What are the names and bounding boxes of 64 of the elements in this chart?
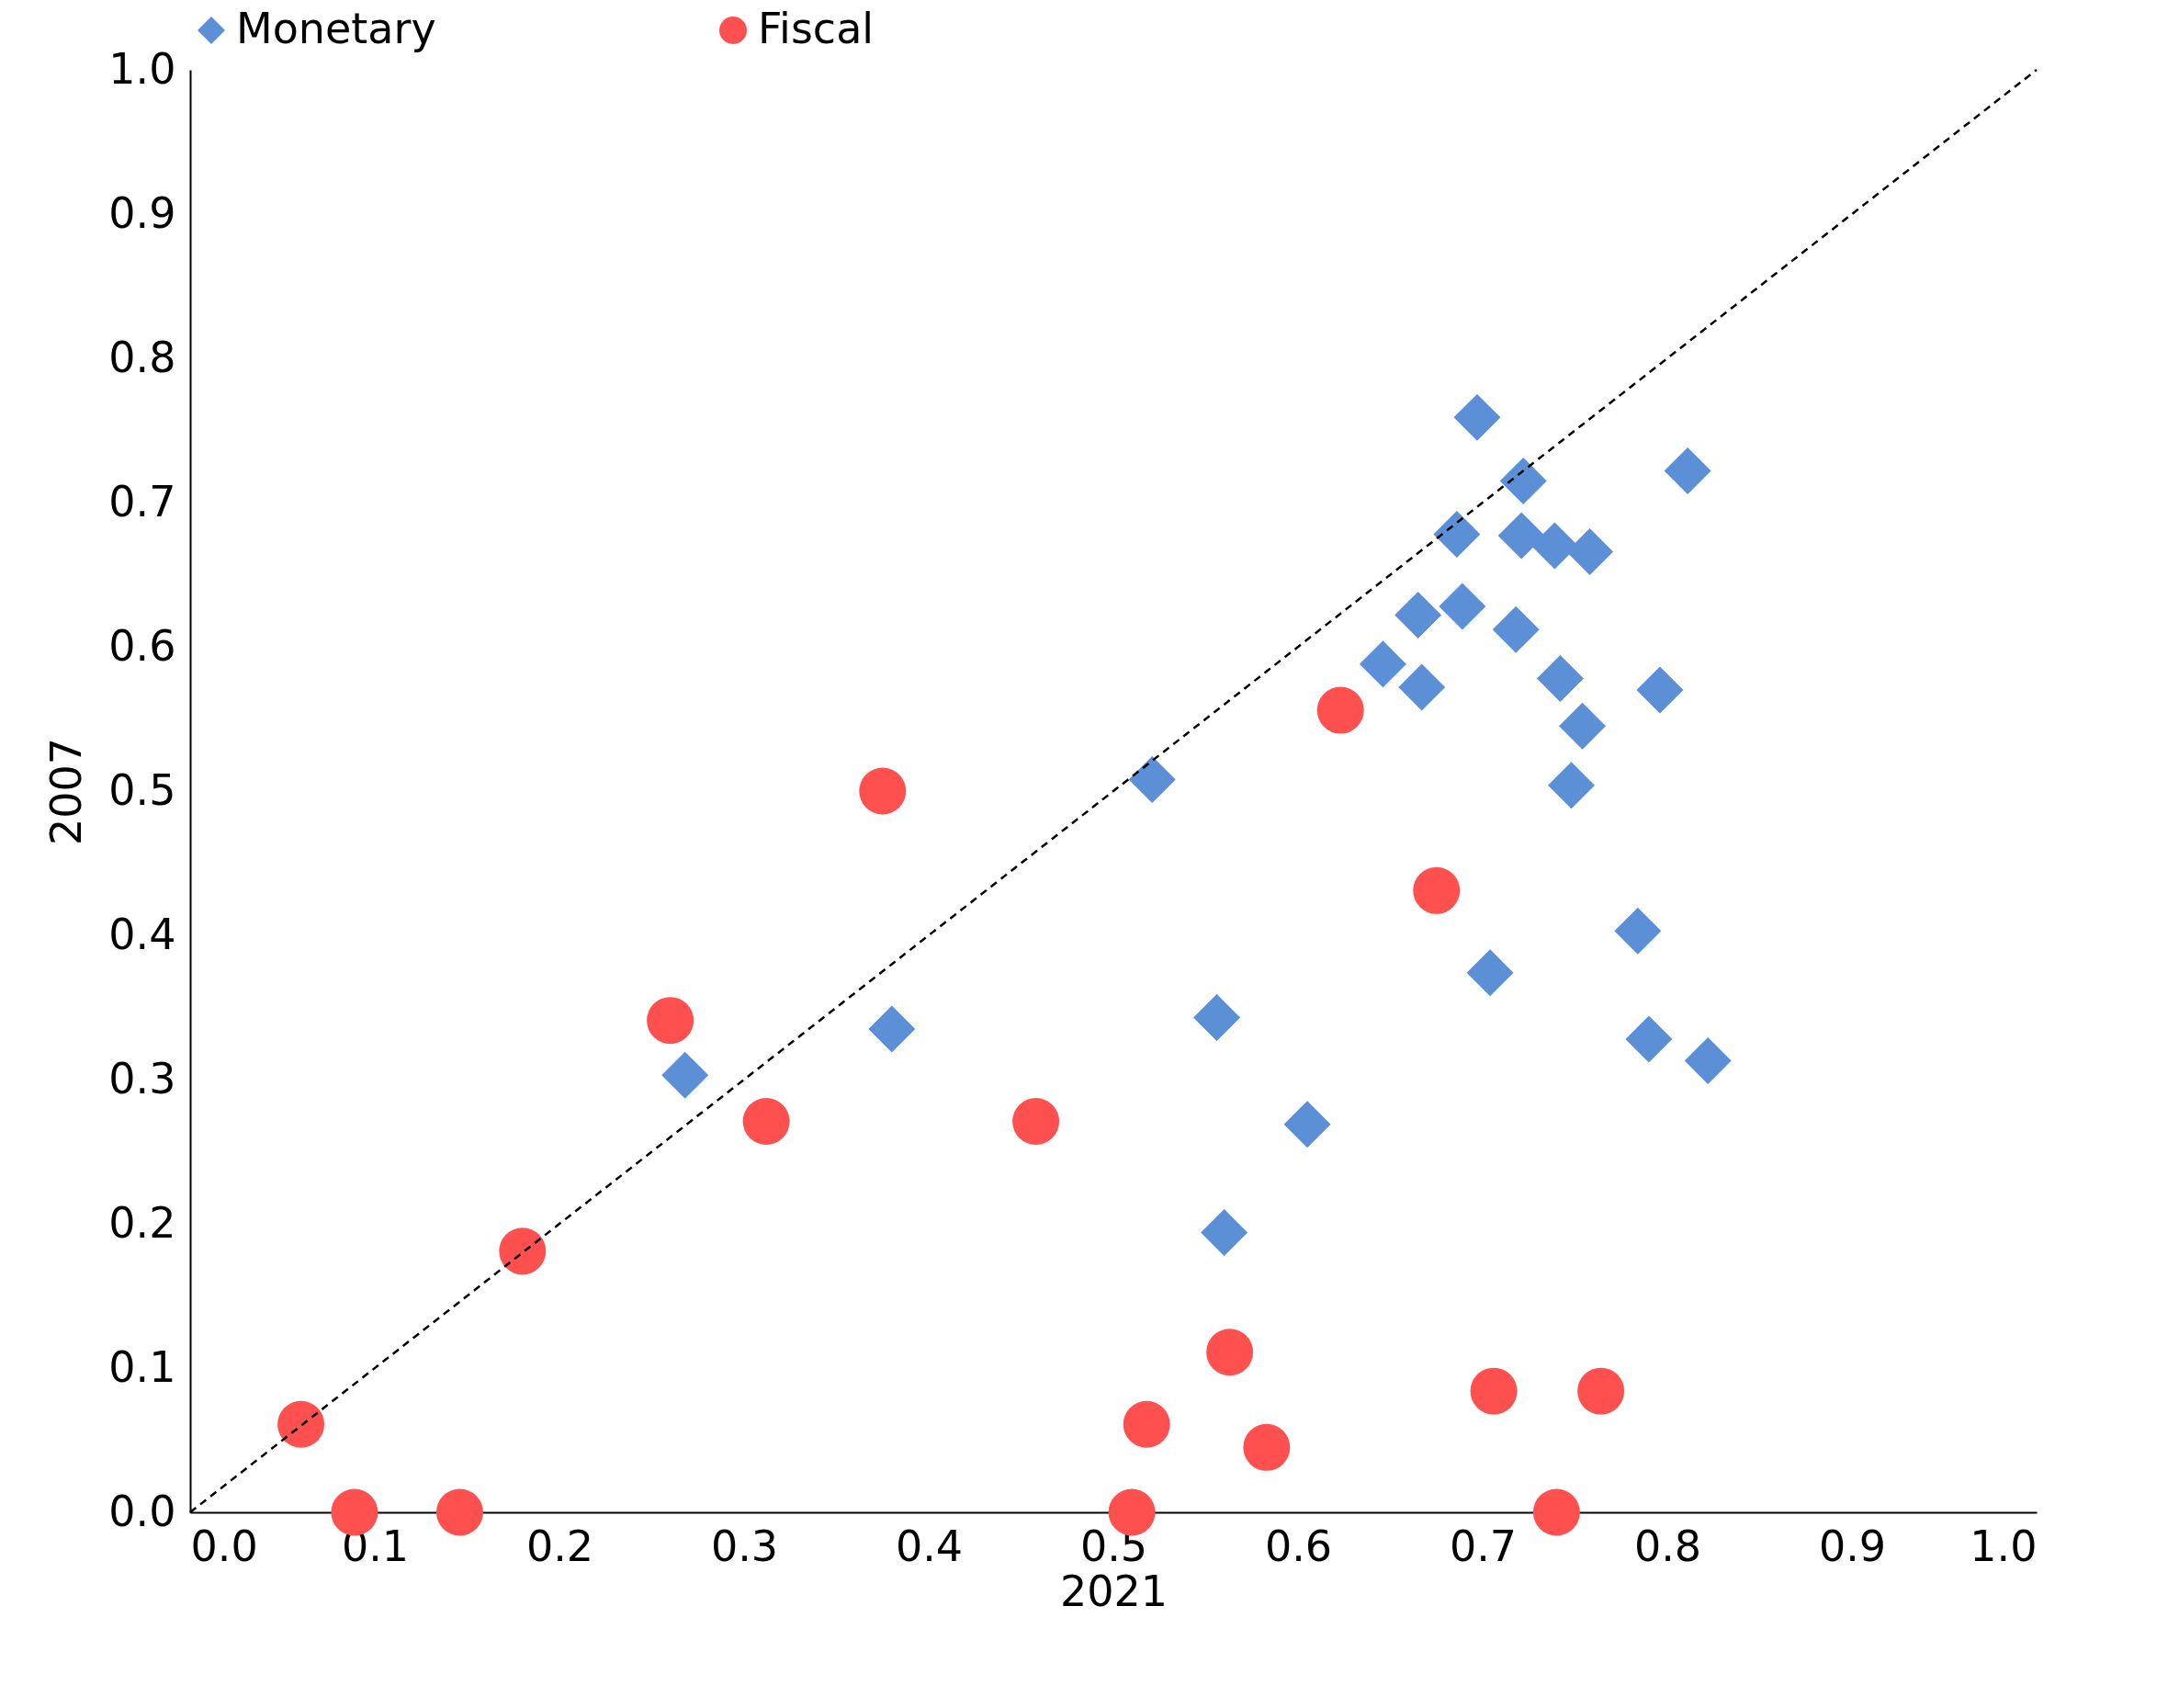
y-tick-label: 0.5 — [108, 764, 176, 815]
point — [1566, 527, 1614, 575]
x-tick-label: 0.8 — [1633, 1521, 1702, 1571]
point — [1243, 1423, 1291, 1471]
y-tick-label: 1.0 — [108, 43, 176, 94]
point — [1466, 949, 1514, 997]
x-tick-label: 0.0 — [190, 1521, 258, 1571]
point — [1453, 393, 1501, 441]
point — [1636, 666, 1684, 714]
point — [868, 1005, 916, 1053]
y-tick-label: 0.1 — [108, 1341, 176, 1392]
x-axis-title: 2021 — [1059, 1566, 1169, 1616]
point — [1201, 1208, 1248, 1256]
point — [277, 1400, 325, 1448]
y-tick-label: 0.7 — [108, 476, 176, 526]
point — [1433, 511, 1481, 559]
point — [1470, 1367, 1518, 1415]
x-tick-label: 0.4 — [895, 1521, 964, 1571]
x-tick-label: 1.0 — [1970, 1521, 2038, 1571]
point — [1492, 605, 1540, 653]
point — [1439, 583, 1486, 630]
legend-label: Monetary — [236, 4, 436, 53]
point — [1536, 655, 1584, 703]
point — [1359, 640, 1406, 688]
point — [435, 1488, 483, 1536]
y-tick-label: 0.2 — [108, 1197, 176, 1248]
point — [1547, 762, 1595, 809]
point — [647, 997, 694, 1045]
x-tick-label: 0.7 — [1449, 1521, 1518, 1571]
point — [1559, 702, 1607, 750]
point — [1316, 686, 1364, 734]
point — [661, 1051, 709, 1099]
point — [499, 1227, 547, 1275]
point — [1413, 866, 1461, 914]
x-tick-label: 0.9 — [1818, 1521, 1887, 1571]
y-axis-title: 2007 — [41, 737, 92, 846]
x-tick-label: 0.6 — [1264, 1521, 1333, 1571]
point — [1625, 1015, 1673, 1063]
point — [1577, 1367, 1625, 1415]
point — [1394, 591, 1442, 639]
point — [1532, 1488, 1580, 1536]
point — [1012, 1098, 1060, 1145]
point — [859, 767, 907, 815]
y-tick-label: 0.3 — [108, 1053, 176, 1103]
y-tick-label: 0.8 — [108, 332, 176, 382]
point — [1193, 993, 1241, 1041]
point — [1499, 457, 1547, 504]
x-tick-label: 0.3 — [710, 1521, 779, 1571]
point — [1664, 447, 1711, 494]
point — [1206, 1329, 1254, 1376]
y-tick-label: 0.0 — [108, 1486, 176, 1536]
point — [1128, 755, 1176, 803]
y-tick-label: 0.9 — [108, 187, 176, 238]
point — [1283, 1101, 1331, 1148]
point — [1614, 907, 1662, 955]
y-tick-label: 0.4 — [108, 909, 176, 959]
y-tick-label: 0.6 — [108, 620, 176, 671]
point — [1497, 512, 1545, 560]
legend-label: Fiscal — [758, 4, 875, 53]
point — [1684, 1037, 1732, 1085]
point — [742, 1098, 790, 1145]
x-tick-label: 0.2 — [525, 1521, 594, 1571]
point — [1398, 663, 1446, 711]
point — [1123, 1400, 1170, 1448]
